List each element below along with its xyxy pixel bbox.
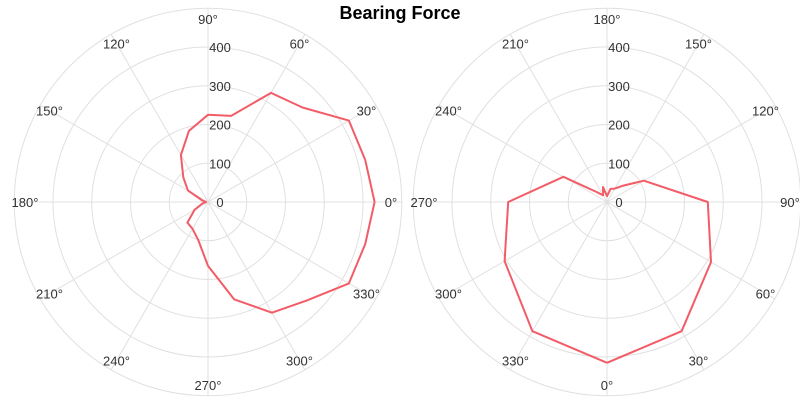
angular-tick-label: 270° (195, 378, 222, 393)
radial-tick-label: 200 (209, 118, 231, 133)
grid-spoke (39, 104, 209, 203)
angular-tick-label: 60° (756, 287, 776, 302)
grid-spoke (606, 201, 776, 300)
angular-tick-label: 180° (594, 12, 621, 27)
series-line (503, 175, 712, 364)
angular-tick-label: 210° (502, 37, 529, 52)
angular-tick-label: 0° (385, 195, 397, 210)
angular-tick-label: 180° (12, 195, 39, 210)
grid-spoke (606, 201, 705, 371)
grid-spoke (39, 201, 209, 300)
grid-spoke (509, 33, 608, 203)
angular-tick-label: 150° (685, 37, 712, 52)
angular-tick-label: 240° (435, 104, 462, 119)
grid-spoke (509, 201, 608, 371)
grid-spoke (606, 104, 776, 203)
angular-tick-label: 300° (435, 287, 462, 302)
angular-tick-label: 120° (103, 37, 130, 52)
angular-tick-label: 150° (36, 104, 63, 119)
grid-spoke (438, 201, 608, 300)
grid-spoke (207, 201, 306, 371)
polar-panel-right: 0 100 200 300 400 0° 30° 60° 90° 120° 150° 180° 210°… (411, 7, 800, 397)
grid-spoke (438, 104, 608, 203)
polar-panel-left: 0 100 200 300 400 0° 30° 60° 90° 120° 150° 180° 210°… (12, 7, 403, 397)
grid-spoke (606, 33, 705, 203)
radial-tick-label: 0 (216, 195, 223, 210)
angular-tick-label: 0° (601, 378, 613, 393)
angular-tick-label: 30° (357, 104, 377, 119)
radial-tick-label: 300 (608, 79, 630, 94)
angular-tick-label: 330° (353, 287, 380, 302)
grid-spoke (207, 104, 377, 203)
radial-tick-label: 0 (615, 195, 622, 210)
angular-tick-label: 120° (752, 104, 779, 119)
radial-tick-label: 400 (209, 40, 231, 55)
angular-tick-label: 90° (198, 12, 218, 27)
angular-tick-label: 240° (103, 354, 130, 369)
angular-tick-label: 270° (411, 195, 438, 210)
angular-tick-label: 90° (780, 195, 800, 210)
grid-spoke (110, 33, 209, 203)
grid-spoke (207, 33, 306, 203)
grid-spoke (110, 201, 209, 371)
radial-tick-label: 100 (608, 156, 630, 171)
angular-tick-label: 30° (689, 354, 709, 369)
angular-tick-label: 60° (290, 37, 310, 52)
angular-tick-label: 210° (36, 287, 63, 302)
grid-spoke (207, 201, 377, 300)
chart-title: Bearing Force (339, 3, 461, 23)
angular-tick-label: 300° (286, 354, 313, 369)
series-line (179, 91, 376, 314)
radial-tick-label: 400 (608, 40, 630, 55)
radial-tick-label: 100 (209, 156, 231, 171)
angular-tick-label: 330° (502, 354, 529, 369)
radial-tick-label: 200 (608, 118, 630, 133)
radial-tick-label: 300 (209, 79, 231, 94)
